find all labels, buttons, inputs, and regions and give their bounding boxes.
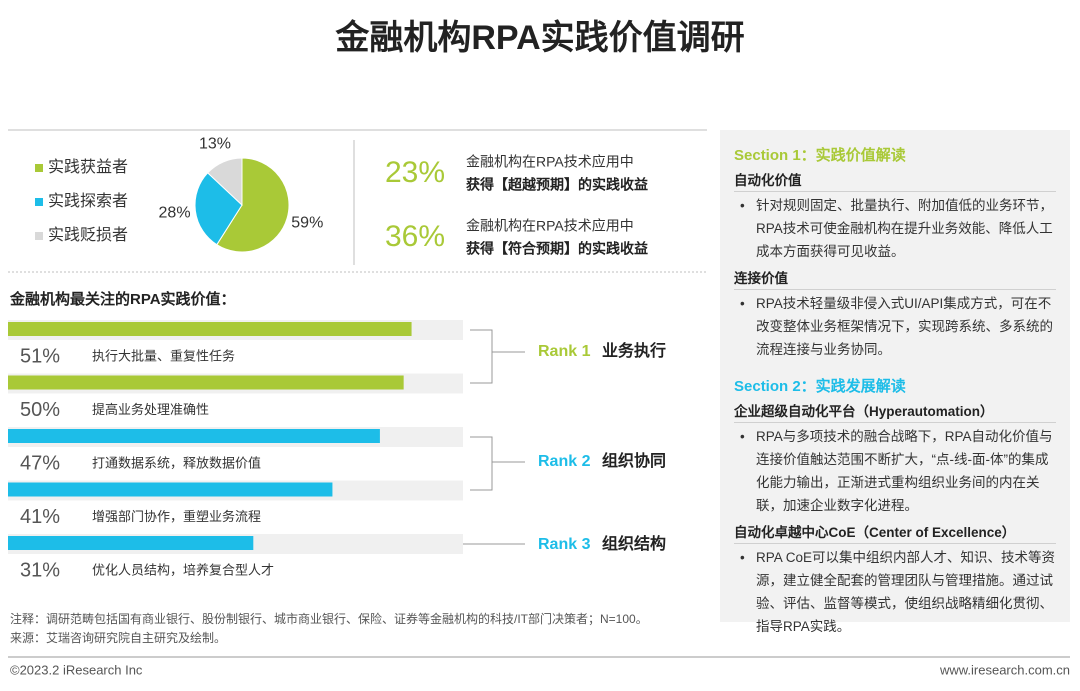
bar bbox=[8, 482, 333, 497]
bullet-text: RPA与多项技术的融合战略下，RPA自动化价值与连接价值触达范围不断扩大，“点-… bbox=[734, 422, 1056, 517]
pie-label: 13% bbox=[199, 136, 231, 153]
bar-value-label: 31% bbox=[20, 559, 60, 581]
bar bbox=[8, 429, 380, 443]
rank-label: 组织协同 bbox=[602, 451, 666, 470]
footer-right: www.iresearch.com.cn bbox=[939, 662, 1070, 677]
bar bbox=[8, 375, 404, 390]
legend-label: 实践探索者 bbox=[48, 192, 128, 210]
subheading: 连接价值 bbox=[734, 271, 788, 286]
bullet-text: RPA CoE可以集中组织内部人才、知识、技术等资源，建立健全配套的管理团队与管… bbox=[734, 543, 1056, 638]
legend-swatch bbox=[35, 232, 43, 240]
stat-line: 金融机构在RPA技术应用中 bbox=[466, 218, 634, 234]
legend-label: 实践获益者 bbox=[48, 158, 128, 176]
bar-category: 提高业务处理准确性 bbox=[92, 402, 209, 417]
stat-value: 23% bbox=[385, 156, 445, 189]
bar-value-label: 41% bbox=[20, 506, 60, 528]
section-heading: Section 2：实践发展解读 bbox=[734, 378, 906, 395]
footer-left: ©2023.2 iResearch Inc bbox=[10, 662, 143, 677]
pie-slice bbox=[207, 157, 243, 207]
bar-value-label: 47% bbox=[20, 452, 60, 474]
bar bbox=[8, 322, 412, 336]
bar bbox=[8, 536, 254, 550]
rank-number: Rank 3 bbox=[538, 536, 591, 553]
rank-label: 业务执行 bbox=[602, 341, 666, 360]
rank-number: Rank 1 bbox=[538, 343, 591, 360]
bar-category: 增强部门协作，重塑业务流程 bbox=[92, 509, 261, 524]
subheading: 自动化卓越中心CoE（Center of Excellence） bbox=[734, 525, 1016, 540]
pie-slice bbox=[194, 172, 243, 246]
stat-line: 获得【符合预期】的实践收益 bbox=[466, 241, 648, 257]
bracket bbox=[470, 329, 525, 384]
note: 来源：艾瑞咨询研究院自主研究及绘制。 bbox=[10, 630, 226, 645]
legend-swatch bbox=[35, 164, 43, 172]
bar-category: 打通数据系统，释放数据价值 bbox=[92, 455, 261, 470]
bullet-text: RPA技术轻量级非侵入式UI/API集成方式，可在不改变整体业务框架情况下，实现… bbox=[734, 289, 1056, 361]
bar-value-label: 51% bbox=[20, 345, 60, 367]
note: 注释：调研范畴包括国有商业银行、股份制银行、城市商业银行、保险、证券等金融机构的… bbox=[10, 611, 648, 626]
legend-swatch bbox=[35, 198, 43, 206]
side-panel: Section 1：实践价值解读自动化价值针对规则固定、批量执行、附加值低的业务… bbox=[720, 130, 1070, 634]
bar-value-label: 50% bbox=[20, 399, 60, 421]
stat-line: 获得【超越预期】的实践收益 bbox=[466, 177, 648, 193]
rank-number: Rank 2 bbox=[538, 453, 591, 470]
pie-label: 59% bbox=[291, 215, 323, 232]
chart-title: 金融机构最关注的RPA实践价值： bbox=[9, 290, 236, 308]
pie-label: 28% bbox=[159, 204, 191, 221]
pie-slice bbox=[216, 157, 290, 253]
bar-category: 执行大批量、重复性任务 bbox=[92, 348, 235, 363]
bracket bbox=[470, 436, 525, 491]
subheading: 企业超级自动化平台（Hyperautomation） bbox=[734, 404, 994, 419]
section-heading: Section 1：实践价值解读 bbox=[734, 147, 906, 164]
stat-value: 36% bbox=[385, 220, 445, 253]
page-title: 金融机构RPA实践价值调研 bbox=[334, 18, 744, 57]
stat-line: 金融机构在RPA技术应用中 bbox=[466, 154, 634, 170]
subheading: 自动化价值 bbox=[734, 173, 802, 188]
rank-label: 组织结构 bbox=[602, 534, 666, 553]
bar-category: 优化人员结构，培养复合型人才 bbox=[92, 562, 274, 577]
bullet-text: 针对规则固定、批量执行、附加值低的业务环节，RPA技术可使金融机构在提升业务效能… bbox=[734, 191, 1056, 263]
legend-label: 实践贬损者 bbox=[48, 226, 128, 244]
